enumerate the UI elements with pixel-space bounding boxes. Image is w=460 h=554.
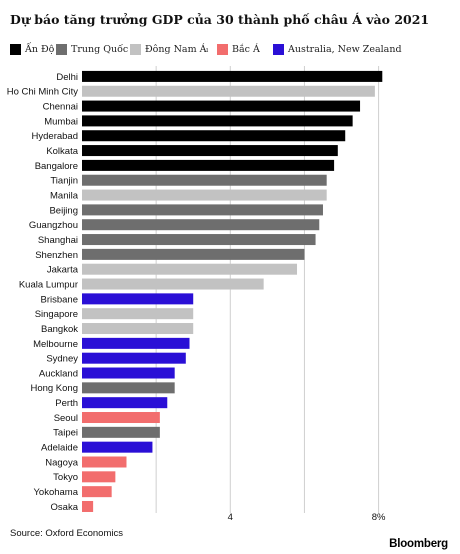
legend-label-china: Trung Quốc [71,44,129,55]
category-label: Seoul [54,413,78,424]
category-label: Shenzhen [35,250,78,261]
bar [82,486,112,498]
legend-swatch-anz [273,44,284,55]
category-label: Hong Kong [30,383,78,394]
category-label: Shanghai [38,235,78,246]
bar [82,397,168,409]
source-note: Source: Oxford Economics [10,528,123,539]
category-label: Melbourne [33,339,78,350]
bloomberg-logo: Bloomberg [389,538,448,550]
legend-item-anz: Australia, New Zealand [273,44,402,55]
bar [82,352,186,364]
legend-swatch-sea [130,44,141,55]
category-label: Nagoya [45,457,78,468]
bar [82,412,160,424]
legend-swatch-india [10,44,21,55]
x-tick-label: 8% [372,512,386,523]
category-label: Yokohama [33,487,78,498]
category-label: Tianjin [50,176,78,187]
legend-swatch-china [56,44,67,55]
legend-label-india: Ấn Độ [25,44,55,55]
bar [82,293,194,305]
category-label: Osaka [51,502,79,513]
bar [82,174,327,186]
bar [82,382,175,394]
bar [82,115,353,127]
legend-item-sea: Đông Nam Á [130,44,206,55]
bar [82,337,190,349]
bar [82,263,298,275]
category-label: Brisbane [41,294,79,305]
category-label: Chennai [43,101,78,112]
legend-label-anz: Australia, New Zealand [288,44,402,55]
x-tick-label: 4 [228,512,233,523]
category-label: Perth [55,398,78,409]
category-label: Jakarta [47,265,79,276]
bar [82,278,264,290]
category-label: Bangkok [41,324,78,335]
bar [82,159,335,171]
bar [82,456,127,468]
bar [82,70,383,82]
bar [82,367,175,379]
category-label: Tokyo [53,472,78,483]
legend: Ấn Độ Trung Quốc Đông Nam Á ı Bắc Á Aust… [10,44,450,60]
bar [82,234,316,246]
category-label: Kolkata [46,146,78,157]
category-label: Beijing [49,205,78,216]
bar [82,248,305,260]
category-label: Guangzhou [29,220,78,231]
bar [82,500,94,512]
category-label: Ho Chi Minh City [7,87,79,98]
legend-label-sea: Đông Nam Á [145,44,207,55]
category-label: Auckland [39,368,78,379]
category-label: Hyderabad [32,131,78,142]
bar [82,130,346,142]
bar [82,204,323,216]
bar [82,308,194,320]
category-label: Singapore [35,309,78,320]
bar [82,85,375,97]
bar [82,219,320,231]
bar [82,145,338,157]
bar [82,471,116,483]
legend-item-india: Ấn Độ [10,44,54,55]
category-label: Bangalore [35,161,78,172]
legend-swatch-north-asia [217,44,228,55]
category-label: Manila [50,190,79,201]
category-labels: Delhi Ho Chi Minh City Chennai Mumbai Hydera… [7,72,79,513]
category-label: Sydney [46,354,78,365]
bar [82,441,153,453]
legend-item-north-asia: Bắc Á [217,44,260,55]
category-label: Mumbai [44,116,78,127]
bars [82,70,383,512]
category-label: Kuala Lumpur [19,279,78,290]
category-label: Taipei [53,428,78,439]
legend-item-china: Trung Quốc [56,44,128,55]
bar [82,100,361,112]
chart-title: Dự báo tăng trưởng GDP của 30 thành phố … [10,12,430,27]
bar [82,426,160,438]
legend-mark: ı [206,46,209,54]
category-label: Delhi [56,72,78,83]
category-label: Adelaide [41,443,78,454]
bar [82,189,327,201]
legend-label-north-asia: Bắc Á [232,44,260,55]
bar [82,323,194,335]
x-axis-ticks: 4 8% [228,512,386,523]
